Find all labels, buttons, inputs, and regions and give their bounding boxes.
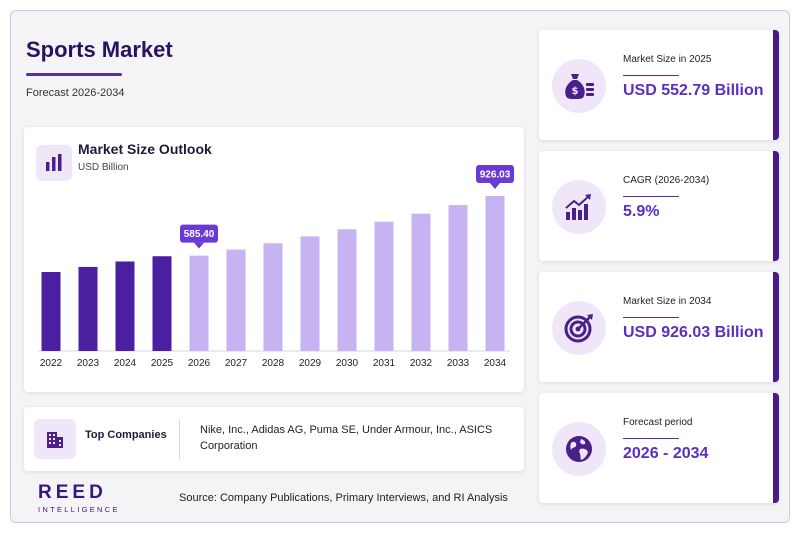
stat-card-cagr: CAGR (2026-2034) 5.9% <box>539 151 779 261</box>
x-tick-label: 2023 <box>77 358 100 369</box>
callout-2034: 926.03 <box>476 165 514 189</box>
bar-2025 <box>152 256 172 351</box>
callout-label: 926.03 <box>480 170 511 181</box>
top-companies-list: Nike, Inc., Adidas AG, Puma SE, Under Ar… <box>200 424 493 452</box>
reed-intelligence-logo: REED INTELLIGENCE <box>38 482 120 515</box>
callout-2026: 585.40 <box>180 224 218 249</box>
chart-unit: USD Billion <box>78 162 129 173</box>
stat-value: USD 552.79 Billion <box>623 82 764 99</box>
x-tick-label: 2026 <box>188 358 211 369</box>
top-companies-label: Top Companies <box>85 429 167 441</box>
bar-2027 <box>226 249 246 351</box>
stat-card-forecast-period: Forecast period 2026 - 2034 <box>539 393 779 503</box>
bar-2028 <box>263 243 283 351</box>
logo-tagline: INTELLIGENCE <box>38 505 120 514</box>
stat-underline <box>623 75 679 76</box>
bar-2023 <box>78 266 98 351</box>
callout-box <box>476 165 514 183</box>
stat-underline <box>623 196 679 197</box>
globe-icon <box>552 422 606 476</box>
stat-value: 2026 - 2034 <box>623 445 709 462</box>
x-tick-label: 2027 <box>225 358 248 369</box>
source-note: Source: Company Publications, Primary In… <box>179 492 508 504</box>
callout-pointer <box>194 242 204 249</box>
stat-card-market-size-2025: $ Market Size in 2025 USD 552.79 Billion <box>539 30 779 140</box>
x-tick-label: 2029 <box>299 358 322 369</box>
x-tick-label: 2030 <box>336 358 359 369</box>
x-tick-label: 2024 <box>114 358 137 369</box>
bar-2030 <box>337 229 357 351</box>
top-companies-card: Top Companies Nike, Inc., Adidas AG, Pum… <box>24 407 524 471</box>
bar-2032 <box>411 213 431 351</box>
stat-label: Market Size in 2025 <box>623 54 712 65</box>
building-icon <box>34 419 76 459</box>
stat-underline <box>623 438 679 439</box>
chart-card: 2022 2023 2024 2025 2026 2027 2028 2029 2030 2031… <box>24 127 524 392</box>
callout-box <box>180 224 218 243</box>
stat-value: USD 926.03 Billion <box>623 324 764 341</box>
x-tick-label: 2028 <box>262 358 285 369</box>
bar-2022 <box>41 272 61 351</box>
page-subtitle: Forecast 2026-2034 <box>26 87 125 99</box>
stat-underline <box>623 317 679 318</box>
money-bag-icon: $ <box>552 59 606 113</box>
stat-card-market-size-2034: Market Size in 2034 USD 926.03 Billion <box>539 272 779 382</box>
stat-value: 5.9% <box>623 203 660 220</box>
x-tick-label: 2033 <box>447 358 470 369</box>
bar-2029 <box>300 236 320 351</box>
callout-pointer <box>490 183 500 189</box>
bar-chart: 2022 2023 2024 2025 2026 2027 2028 2029 2030 2031… <box>38 165 514 369</box>
target-icon <box>552 301 606 355</box>
page-title: Sports Market <box>26 37 173 62</box>
stat-label: CAGR (2026-2034) <box>623 175 710 186</box>
bar-2031 <box>374 221 394 351</box>
bar-2033 <box>448 205 468 351</box>
bar-chart-icon <box>36 145 72 181</box>
stat-label: Forecast period <box>623 417 693 428</box>
callout-label: 585.40 <box>184 229 215 240</box>
svg-text:$: $ <box>572 86 579 97</box>
x-tick-label: 2025 <box>151 358 174 369</box>
bar-2034 <box>485 196 505 351</box>
x-tick-label: 2032 <box>410 358 433 369</box>
growth-chart-icon <box>552 180 606 234</box>
x-tick-label: 2031 <box>373 358 396 369</box>
bar-2024 <box>115 261 135 351</box>
logo-wordmark: REED <box>38 482 107 503</box>
companies-divider <box>179 419 180 459</box>
x-tick-label: 2034 <box>484 358 507 369</box>
chart-title: Market Size Outlook <box>78 141 212 157</box>
title-underline <box>26 73 122 76</box>
x-tick-label: 2022 <box>40 358 63 369</box>
stat-label: Market Size in 2034 <box>623 296 712 307</box>
bar-2026 <box>189 255 209 351</box>
